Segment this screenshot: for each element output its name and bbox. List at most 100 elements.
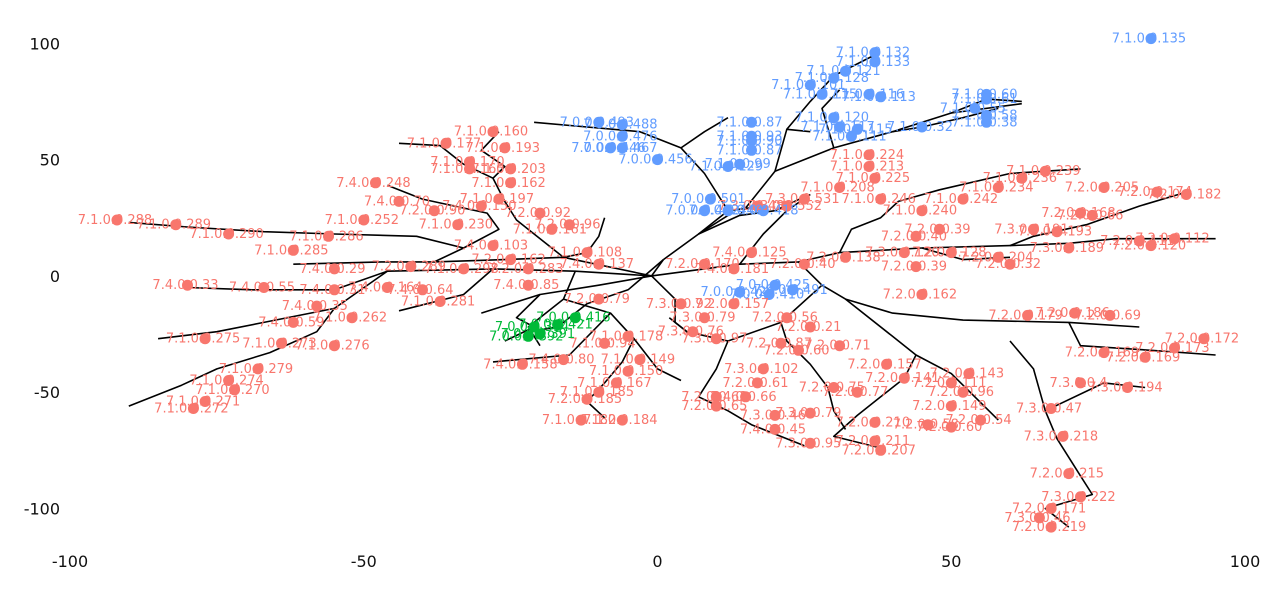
tree-node-point xyxy=(1139,351,1151,363)
y-tick-label: 100 xyxy=(29,34,60,53)
tree-node-label: 7.3.0.0.222 xyxy=(1041,490,1115,505)
tree-node-label: 7.1.0.0.252 xyxy=(325,213,399,228)
point-layer xyxy=(111,33,1210,533)
tree-node-point xyxy=(1169,342,1180,354)
tree-node-label: 7.2.0.0.186 xyxy=(1035,306,1109,321)
tree-edge xyxy=(128,307,336,407)
tree-edge xyxy=(786,128,811,133)
tree-node-label: 7.2.0.0.69 xyxy=(1075,308,1141,323)
tree-node-label: 7.0.0.0.426 xyxy=(700,285,774,300)
tree-node-point xyxy=(287,244,299,256)
tree-node-point xyxy=(393,195,405,207)
tree-node-label: 7.2.0.0.90 xyxy=(399,204,465,219)
tree-node-label: 7.1.0.0.167 xyxy=(577,376,651,391)
tree-node-label: 7.1.0.0.288 xyxy=(78,213,152,228)
tree-node-point xyxy=(710,391,722,403)
tree-node-label: 7.4.0.0.55 xyxy=(229,281,295,296)
tree-node-point xyxy=(992,251,1004,263)
tree-node-point xyxy=(798,258,810,270)
tree-node-label: 7.1.0.0.177 xyxy=(407,136,481,151)
tree-node-point xyxy=(569,312,581,324)
tree-node-label: 7.1.0.0.38 xyxy=(951,115,1017,130)
tree-node-point xyxy=(945,377,957,389)
tree-node-point xyxy=(957,386,969,398)
tree-node-label: 7.0.0.0.476 xyxy=(583,129,657,144)
tree-node-label: 7.3.0.0.531 xyxy=(765,192,839,207)
tree-node-label: 7.1.0.0.165 xyxy=(430,162,504,177)
tree-node-label: 7.1.0.0.111 xyxy=(812,129,886,144)
tree-node-point xyxy=(182,279,193,291)
tree-node-label: 7.1.0.0.115 xyxy=(818,122,892,137)
tree-node-label: 7.1.0.0.108 xyxy=(548,246,622,261)
tree-node-label: 7.1.0.0.276 xyxy=(295,339,369,354)
tree-node-point xyxy=(992,182,1004,193)
tree-node-label: 7.2.0.0.87 xyxy=(746,336,812,351)
tree-node-point xyxy=(487,126,499,138)
tree-node-point xyxy=(622,365,634,377)
tree-node-label: 7.2.0.0.128 xyxy=(912,246,986,261)
tree-node-point xyxy=(1039,165,1051,177)
tree-edge xyxy=(563,217,606,259)
tree-node-point xyxy=(558,354,569,366)
tree-node-point xyxy=(534,207,546,219)
tree-node-point xyxy=(746,144,757,156)
tree-node-point xyxy=(475,200,487,212)
tree-node-label: 7.2.0.0.75 xyxy=(799,381,865,396)
tree-node-label: 7.2.0.0.204 xyxy=(959,250,1033,265)
tree-node-label: 7.2.0.0.32 xyxy=(975,257,1041,272)
tree-node-point xyxy=(963,368,975,380)
tree-node-label: 7.0.0.0.392 xyxy=(489,329,563,344)
tree-node-point xyxy=(769,423,781,435)
tree-node-point xyxy=(516,358,528,370)
tree-node-point xyxy=(1169,233,1180,245)
tree-node-label: 7.2.0.0.56 xyxy=(752,311,818,326)
tree-node-label: 7.1.0.0.149 xyxy=(601,353,675,368)
tree-node-label: 7.2.0.0.162 xyxy=(471,253,545,268)
tree-node-label: 7.4.0.0.164 xyxy=(348,281,422,296)
tree-edge xyxy=(398,268,494,312)
tree-node-point xyxy=(757,363,769,375)
tree-node-point xyxy=(1057,430,1069,442)
tree-node-point xyxy=(863,149,875,161)
tree-node-point xyxy=(1045,503,1057,514)
tree-node-label: 7.2.0.0.219 xyxy=(1012,520,1086,535)
tree-node-point xyxy=(722,205,734,217)
tree-node-point xyxy=(834,340,846,352)
tree-node-point xyxy=(746,116,757,128)
tree-node-point xyxy=(945,421,957,433)
point-label-layer: 7.1.0.0.2887.1.0.0.2897.1.0.0.2907.1.0.0… xyxy=(78,32,1239,535)
tree-node-point xyxy=(1098,182,1110,193)
tree-node-point xyxy=(869,172,881,184)
tree-node-point xyxy=(787,284,799,296)
tree-node-label: 7.4.0.0.85 xyxy=(493,278,559,293)
tree-edge xyxy=(739,102,1022,216)
tree-node-label: 7.2.0.0.172 xyxy=(1165,332,1239,347)
tree-node-label: 7.0.0.0.493 xyxy=(560,115,634,130)
tree-node-label: 7.1.0.0.185 xyxy=(560,385,634,400)
tree-node-label: 7.4.0.0.150 xyxy=(442,199,516,214)
tree-node-point xyxy=(975,414,987,426)
tree-node-label: 7.2.0.0.283 xyxy=(489,262,563,277)
tree-node-point xyxy=(828,72,840,84)
tree-node-label: 7.1.0.0.234 xyxy=(959,181,1033,196)
tree-node-label: 7.2.0.0.39 xyxy=(881,260,947,275)
tree-node-point xyxy=(734,158,746,170)
tree-edge xyxy=(387,184,500,249)
tree-node-label: 7.2.0.0.185 xyxy=(548,392,622,407)
tree-node-point xyxy=(199,333,211,345)
tree-node-label: 7.2.0.0.71 xyxy=(805,339,871,354)
tree-node-point xyxy=(276,337,287,349)
tree-node-label: 7.1.0.0.60 xyxy=(951,87,1017,102)
tree-node-label: 7.1.0.0.273 xyxy=(242,336,316,351)
tree-node-point xyxy=(187,403,199,414)
tree-edge xyxy=(680,117,729,149)
tree-node-label: 7.2.0.0.211 xyxy=(836,434,910,449)
tree-node-label: 7.2.0.0.210 xyxy=(836,415,910,430)
tree-node-label: 7.3.0.0.79 xyxy=(775,406,841,421)
tree-node-point xyxy=(552,319,564,331)
tree-node-point xyxy=(1180,189,1192,200)
tree-edge xyxy=(528,258,664,333)
tree-node-label: 7.1.0.0.208 xyxy=(800,181,874,196)
tree-node-label: 7.1.0.0.224 xyxy=(830,148,904,163)
